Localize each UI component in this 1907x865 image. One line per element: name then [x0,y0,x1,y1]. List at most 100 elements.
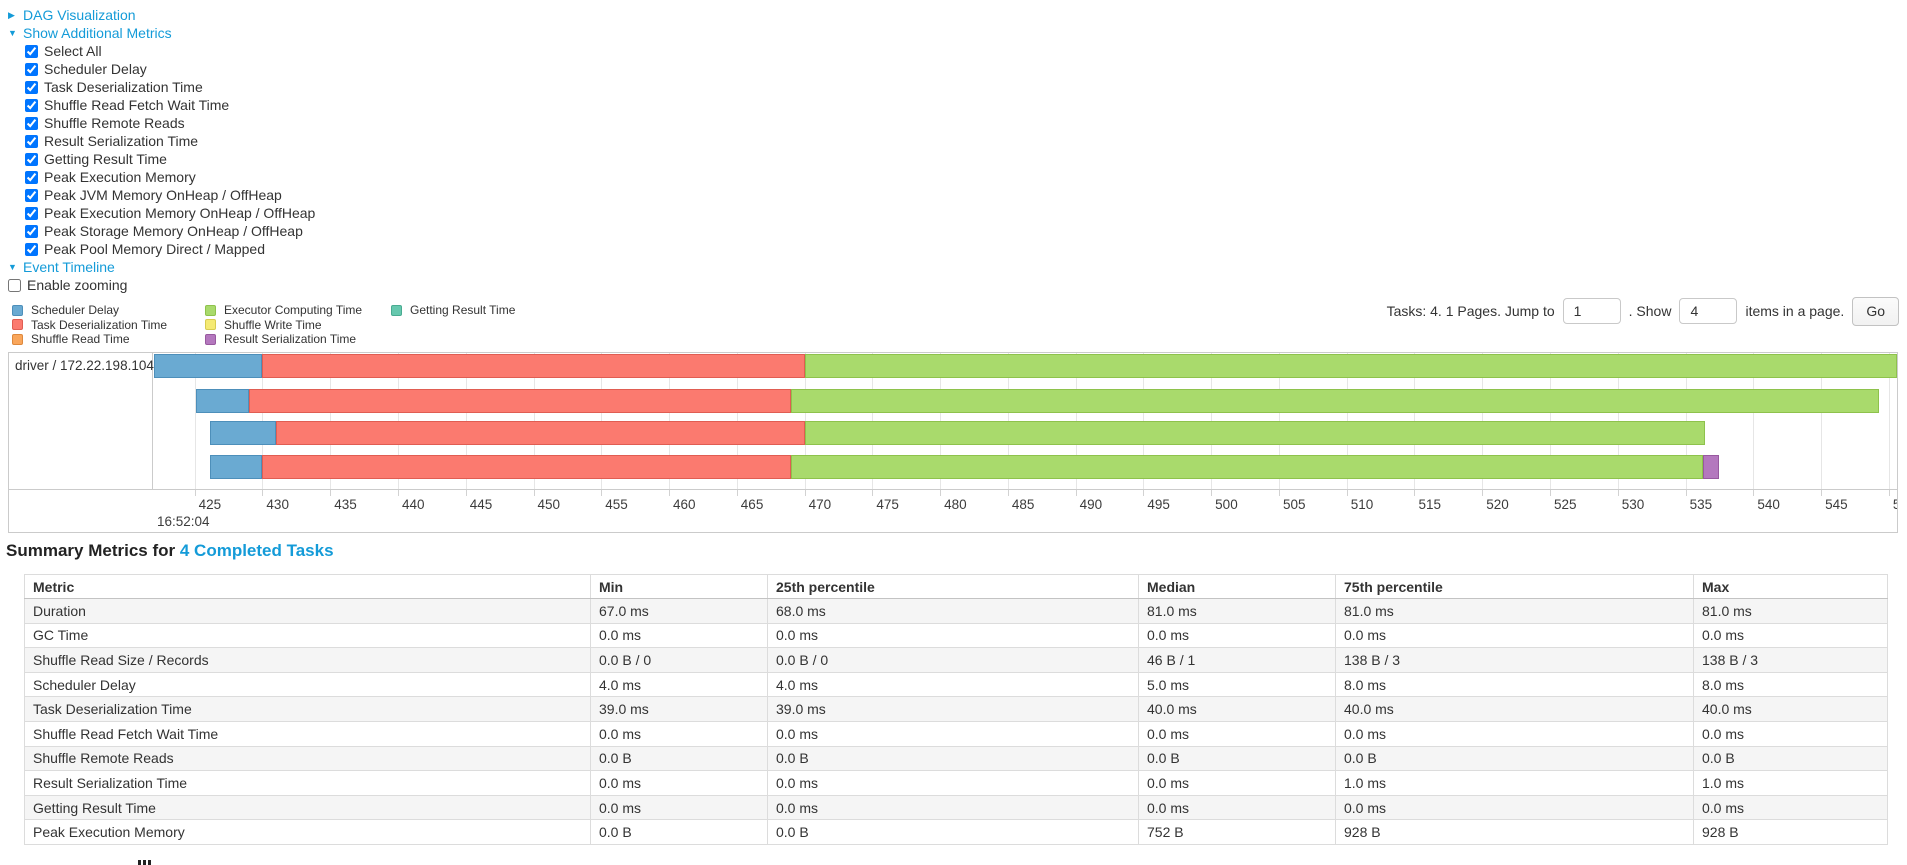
summary-cell: 40.0 ms [1335,696,1694,722]
timeline-task-bar[interactable] [154,421,1897,445]
summary-metric-name: Shuffle Read Fetch Wait Time [24,720,591,747]
legend-item: Getting Result Time [391,303,515,318]
metric-checkbox-item[interactable]: Task Deserialization Time [25,78,315,96]
task-segment-executor-computing[interactable] [791,455,1704,479]
summary-cell: 0.0 B [590,819,768,845]
task-segment-scheduler-delay[interactable] [196,389,249,413]
metric-checkbox-item[interactable]: Scheduler Delay [25,60,315,78]
task-segment-task-deserialization[interactable] [275,421,805,445]
summary-row: Peak Execution Memory 0.0 B 0.0 B 752 B 928 … [24,819,1888,845]
show-additional-metrics-link[interactable]: Show Additional Metrics [23,25,172,41]
summary-cell: 1.0 ms [1335,770,1694,796]
summary-cell: 0.0 B [767,819,1139,845]
axis-tick [1278,490,1280,496]
metric-checkbox-item[interactable]: Select All [25,42,315,60]
metric-checkbox-item[interactable]: Result Serialization Time [25,132,315,150]
task-segment-executor-computing[interactable] [804,421,1705,445]
task-segment-task-deserialization[interactable] [262,354,805,378]
axis-tick-label: 510 [1350,497,1374,512]
summary-column-header: Max [1693,574,1888,599]
go-button[interactable]: Go [1852,296,1899,326]
summary-cell: 67.0 ms [590,598,768,624]
task-segment-task-deserialization[interactable] [248,389,792,413]
legend-item-label: Result Serialization Time [224,332,357,347]
task-segment-scheduler-delay[interactable] [209,421,276,445]
metric-checkbox-item[interactable]: Peak Execution Memory [25,168,315,186]
metric-checkbox[interactable] [25,44,38,58]
summary-metric-name: Peak Execution Memory [24,819,591,845]
timeline-task-bar[interactable] [154,389,1897,413]
summary-cell: 0.0 ms [767,720,1139,747]
enable-zooming-checkbox[interactable] [8,278,21,292]
metric-checkbox[interactable] [25,116,38,130]
axis-tick-label: 435 [334,497,357,512]
axis-tick [1007,490,1009,496]
metric-checkbox-item[interactable]: Peak Pool Memory Direct / Mapped [25,240,315,258]
metric-checkbox[interactable] [25,188,38,202]
axis-tick-label: 460 [673,497,696,512]
summary-cell: 0.0 B [1335,745,1694,772]
summary-row: GC Time 0.0 ms 0.0 ms 0.0 ms 0.0 ms 0.0 ms [24,622,1888,649]
event-timeline-toggle[interactable]: ▼ Event Timeline [8,258,315,276]
task-segment-scheduler-delay[interactable] [154,354,263,378]
axis-tick [1821,490,1823,496]
metric-checkbox-item[interactable]: Getting Result Time [25,150,315,168]
metric-checkbox[interactable] [25,206,38,220]
summary-cell: 8.0 ms [1335,671,1694,698]
metric-checkbox[interactable] [25,170,38,184]
axis-start-time-label: 16:52:04 [157,514,210,529]
timeline-group-column: driver / 172.22.198.104 [9,353,154,489]
summary-metric-name: Shuffle Remote Reads [24,745,591,772]
legend-item-label: Scheduler Delay [31,303,120,318]
summary-cell: 0.0 ms [767,770,1139,796]
summary-cell: 1.0 ms [1693,770,1888,796]
axis-tick-label: 480 [944,497,967,512]
event-timeline-link[interactable]: Event Timeline [23,259,115,275]
metric-checkbox[interactable] [25,62,38,76]
metric-checkbox-item[interactable]: Peak Execution Memory OnHeap / OffHeap [25,204,315,222]
task-segment-scheduler-delay[interactable] [209,455,263,479]
axis-tick [262,490,264,496]
metric-checkbox[interactable] [25,242,38,256]
show-additional-metrics-toggle[interactable]: ▼ Show Additional Metrics [8,24,315,42]
axis-tick [194,490,196,496]
metric-checkbox[interactable] [25,134,38,148]
metric-checkbox-item[interactable]: Peak JVM Memory OnHeap / OffHeap [25,186,315,204]
legend-item: Shuffle Read Time [12,332,167,347]
enable-zooming-option[interactable]: Enable zooming [8,276,315,294]
task-segment-task-deserialization[interactable] [262,455,791,479]
axis-tick [1143,490,1145,496]
jump-to-page-input[interactable] [1562,298,1621,324]
metric-checkbox[interactable] [25,224,38,238]
summary-cell: 0.0 ms [1335,794,1694,821]
metric-checkbox-item[interactable]: Shuffle Remote Reads [25,114,315,132]
metric-checkbox-label: Task Deserialization Time [44,79,203,95]
timeline-task-bar[interactable] [154,455,1897,479]
axis-tick [1482,490,1484,496]
items-per-page-input[interactable] [1679,298,1738,324]
metric-checkbox-item[interactable]: Shuffle Read Fetch Wait Time [25,96,315,114]
axis-tick [1211,490,1213,496]
metric-checkbox[interactable] [25,80,38,94]
metric-checkbox[interactable] [25,152,38,166]
metric-checkbox-item[interactable]: Peak Storage Memory OnHeap / OffHeap [25,222,315,240]
metric-checkbox-label: Peak Execution Memory OnHeap / OffHeap [44,205,316,221]
legend-column: Scheduler Delay Task Deserialization Time… [12,303,167,347]
summary-metric-name: GC Time [24,622,591,649]
task-segment-executor-computing[interactable] [791,389,1880,413]
timeline-task-bar[interactable] [154,354,1897,378]
dag-visualization-link[interactable]: DAG Visualization [23,7,136,23]
summary-table-header: Metric Min 25th percentile Median 75th perce… [24,574,1888,599]
clipped-next-section [138,860,151,865]
timeline-group-label: driver / 172.22.198.104 [15,358,154,373]
task-segment-executor-computing[interactable] [804,354,1897,378]
dag-visualization-toggle[interactable]: ▶ DAG Visualization [8,6,315,24]
summary-column-header: Median [1138,574,1336,599]
metric-checkbox[interactable] [25,98,38,112]
summary-cell: 0.0 ms [1693,720,1888,747]
summary-table-body: Duration 67.0 ms 68.0 ms 81.0 ms 81.0 ms 81.0… [24,598,1888,845]
task-segment-result-serialization[interactable] [1703,455,1720,479]
summary-row: Task Deserialization Time 39.0 ms 39.0 ms 4… [24,696,1888,722]
summary-cell: 0.0 ms [590,770,768,796]
completed-tasks-link[interactable]: 4 Completed Tasks [179,541,334,560]
